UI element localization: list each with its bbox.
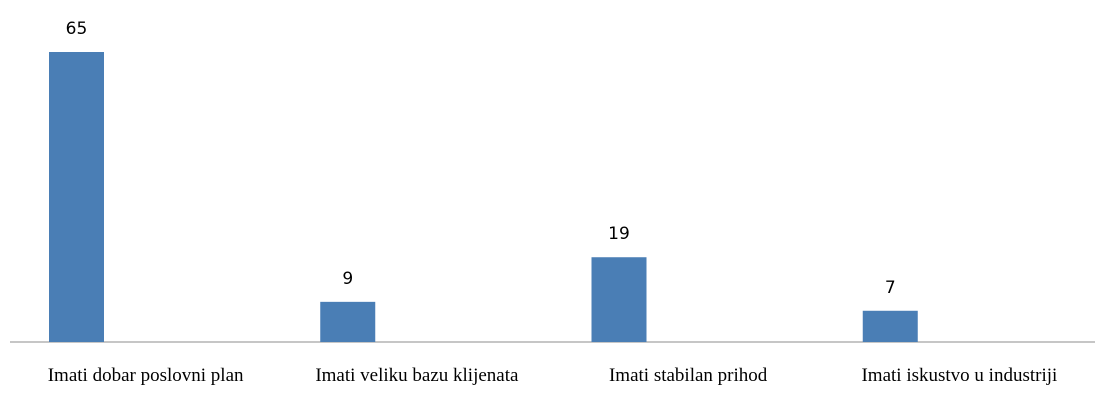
bar — [320, 301, 376, 342]
x-tick-label: Imati iskustvo u industriji — [861, 365, 1058, 386]
value-label: 9 — [342, 269, 353, 289]
value-label: 7 — [885, 278, 896, 298]
value-label: 65 — [66, 19, 88, 39]
x-tick-label: Imati dobar poslovni plan — [47, 365, 244, 386]
bar — [591, 257, 647, 342]
bar — [862, 310, 918, 342]
x-tick-label: Imati veliku bazu klijenata — [315, 365, 519, 386]
x-tick-label: Imati stabilan prihod — [608, 365, 768, 386]
bar — [49, 52, 104, 342]
value-label: 19 — [608, 224, 630, 244]
